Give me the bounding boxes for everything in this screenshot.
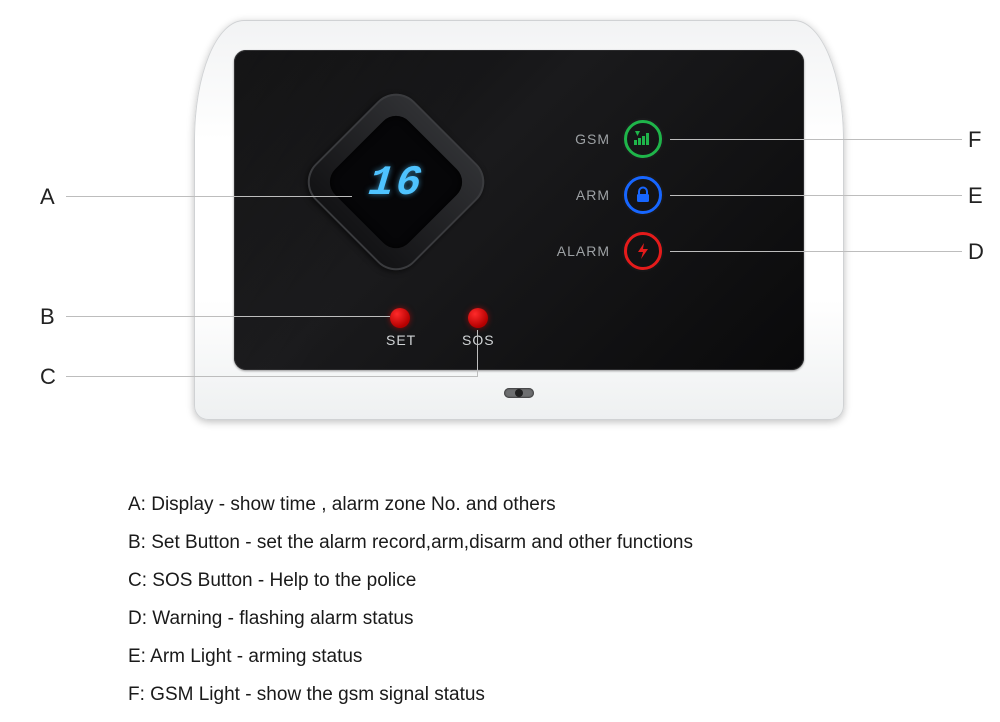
callout-a: A — [40, 184, 55, 210]
alarm-light-icon — [624, 232, 662, 270]
leader-a — [66, 196, 352, 197]
leader-b — [66, 316, 390, 317]
gsm-label: GSM — [556, 131, 610, 147]
callout-c: C — [40, 364, 56, 390]
callout-e: E — [968, 183, 983, 209]
sos-button-label: SOS — [462, 332, 495, 348]
set-button[interactable] — [390, 308, 410, 328]
display-value: 16 — [322, 148, 469, 218]
callout-d: D — [968, 239, 984, 265]
callout-f: F — [968, 127, 981, 153]
sos-button[interactable] — [468, 308, 488, 328]
set-button-label: SET — [386, 332, 416, 348]
legend-b: B: Set Button - set the alarm record,arm… — [128, 524, 908, 562]
leader-f — [670, 139, 962, 140]
legend: A: Display - show time , alarm zone No. … — [128, 486, 908, 714]
leader-c-v — [477, 330, 478, 376]
ir-sensor — [504, 388, 534, 398]
legend-a: A: Display - show time , alarm zone No. … — [128, 486, 908, 524]
indicator-row-alarm: ALARM — [556, 232, 662, 270]
diagram-canvas: 16 GSM ARM ALARM — [0, 0, 1000, 722]
legend-c: C: SOS Button - Help to the police — [128, 562, 908, 600]
callout-b: B — [40, 304, 55, 330]
device-panel — [234, 50, 804, 370]
legend-d: D: Warning - flashing alarm status — [128, 600, 908, 638]
legend-e: E: Arm Light - arming status — [128, 638, 908, 676]
arm-label: ARM — [556, 187, 610, 203]
gsm-light-icon — [624, 120, 662, 158]
leader-c-h — [66, 376, 478, 377]
indicator-row-gsm: GSM — [556, 120, 662, 158]
legend-f: F: GSM Light - show the gsm signal statu… — [128, 676, 908, 714]
indicator-row-arm: ARM — [556, 176, 662, 214]
arm-light-icon — [624, 176, 662, 214]
leader-d — [670, 251, 962, 252]
leader-e — [670, 195, 962, 196]
alarm-label: ALARM — [556, 243, 610, 259]
